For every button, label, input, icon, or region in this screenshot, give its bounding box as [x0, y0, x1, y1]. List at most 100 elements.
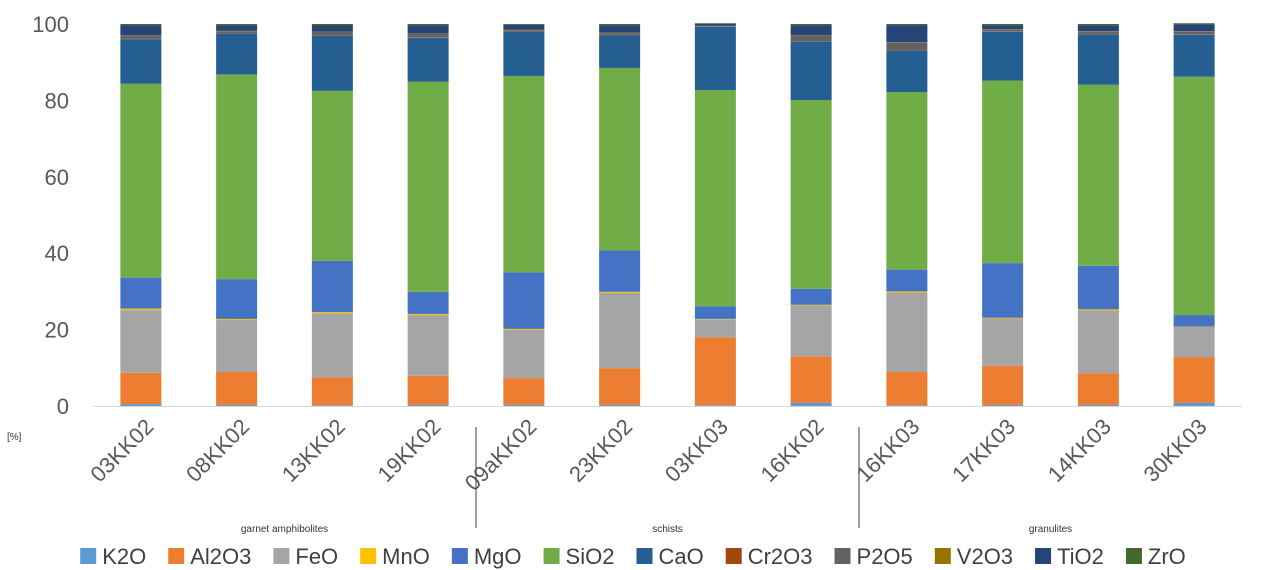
y-tick-label: 80 [45, 88, 69, 113]
bar-segment [216, 318, 258, 321]
bar-segment [982, 317, 1024, 319]
bar-segment [886, 42, 928, 50]
y-tick-label: 60 [45, 165, 69, 190]
legend-item: K2O [80, 544, 146, 569]
bar-segment [1173, 76, 1215, 316]
legend-item: FeO [273, 544, 338, 569]
bar-segment [503, 404, 545, 406]
bar-segment [407, 33, 449, 38]
bar-segment [599, 67, 641, 251]
bar-segment [1173, 34, 1215, 77]
legend-label: ZrO [1148, 544, 1186, 569]
y-tick-label: 0 [57, 394, 69, 419]
bar-segment [1173, 31, 1215, 35]
bar-segment [694, 337, 736, 406]
legend-swatch [451, 548, 468, 564]
legend-swatch [725, 548, 742, 564]
bar-segment [599, 33, 641, 36]
legend-label: MnO [382, 544, 430, 569]
legend-item: V2O3 [934, 544, 1013, 569]
legend-swatch [834, 548, 851, 564]
bar-segment [311, 35, 353, 91]
legend-label: Cr2O3 [748, 544, 813, 569]
bar-segment [311, 32, 353, 36]
bar-stack [886, 24, 928, 406]
bar-segment [503, 32, 545, 76]
bar-segment [120, 25, 162, 36]
bar-stack [790, 24, 832, 406]
bar-segment [694, 24, 736, 26]
bar-segment [407, 37, 449, 82]
bar-segment [311, 24, 353, 26]
bars [120, 23, 1215, 406]
bar-stack [503, 24, 545, 406]
bar-segment [599, 35, 641, 68]
bar-segment [694, 306, 736, 319]
bar-segment [1077, 309, 1119, 311]
bar-segment [886, 91, 928, 270]
bar-segment [790, 288, 832, 305]
bar-segment [694, 319, 736, 338]
bar-segment [216, 372, 258, 405]
legend-swatch [543, 548, 560, 564]
bar-segment [599, 25, 641, 33]
bar-segment [599, 368, 641, 405]
category-label: 08KK02 [181, 414, 254, 487]
bar-segment [599, 291, 641, 293]
bar-stack [120, 24, 162, 406]
bar-stack [599, 24, 641, 406]
bar-segment [790, 356, 832, 403]
group-label: schists [652, 524, 683, 535]
bar-stack [982, 24, 1024, 406]
bar-segment [1173, 23, 1215, 25]
category-label: 16KK03 [851, 414, 924, 487]
bar-segment [120, 83, 162, 278]
bar-segment [503, 75, 545, 273]
bar-segment [503, 24, 545, 30]
bar-segment [503, 329, 545, 379]
legend-item: MgO [451, 544, 522, 569]
legend-swatch [1125, 548, 1142, 564]
bar-segment [790, 35, 832, 42]
legend-label: V2O3 [957, 544, 1013, 569]
bar-segment [886, 25, 928, 43]
bar-segment [1077, 31, 1119, 34]
bar-segment [407, 315, 449, 376]
legend-label: P2O5 [857, 544, 913, 569]
bar-segment [120, 24, 162, 26]
bar-segment [886, 269, 928, 292]
legend-label: FeO [295, 544, 338, 569]
bar-segment [311, 25, 353, 32]
y-tick-label: 100 [32, 12, 69, 37]
bar-segment [407, 313, 449, 316]
bar-segment [599, 250, 641, 292]
bar-segment [216, 279, 258, 319]
bar-segment [1173, 326, 1215, 358]
bar-segment [407, 375, 449, 405]
bar-segment [1173, 315, 1215, 327]
legend-label: Al2O3 [190, 544, 251, 569]
bar-segment [311, 377, 353, 406]
bar-stack [694, 23, 736, 406]
legend-item: P2O5 [834, 544, 913, 569]
category-label: 30KK03 [1139, 414, 1212, 487]
legend-item: SiO2 [543, 544, 614, 569]
bar-segment [311, 260, 353, 313]
bar-segment [120, 404, 162, 406]
bar-segment [216, 25, 258, 31]
bar-segment [694, 25, 736, 27]
bar-segment [694, 23, 736, 24]
legend-label: MgO [474, 544, 522, 569]
legend-label: K2O [102, 544, 146, 569]
legend-swatch [360, 548, 377, 564]
bar-segment [407, 24, 449, 26]
bar-stack [216, 24, 258, 406]
bar-segment [790, 100, 832, 289]
bar-segment [216, 74, 258, 280]
bar-segment [1077, 25, 1119, 32]
bar-segment [790, 304, 832, 306]
bar-segment [982, 24, 1024, 26]
bar-segment [1077, 373, 1119, 405]
category-label: 17KK03 [947, 414, 1020, 487]
